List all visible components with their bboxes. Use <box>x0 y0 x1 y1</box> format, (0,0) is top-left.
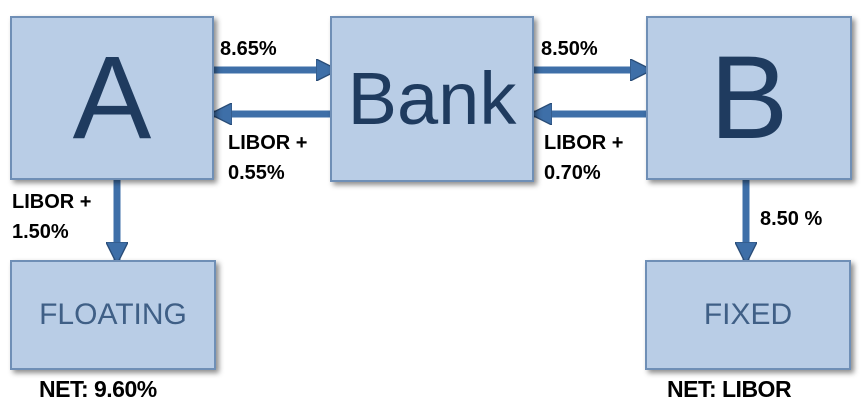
flow-b-to-fixed-label: 8.50 % <box>760 204 822 234</box>
bank-box: Bank <box>330 16 534 182</box>
net-b-label: NET: LIBOR <box>667 376 791 403</box>
flow-b-to-bank-label: LIBOR + 0.70% <box>544 128 623 188</box>
flow-bank-to-a-label: LIBOR + 0.55% <box>228 128 307 188</box>
flow-a-to-floating-label: LIBOR + 1.50% <box>12 187 91 247</box>
net-a-label: NET: 9.60% <box>39 376 157 403</box>
floating-label: FLOATING <box>39 298 187 332</box>
fixed-box: FIXED <box>645 260 851 370</box>
party-b-box: B <box>646 16 852 180</box>
fixed-label: FIXED <box>704 298 792 332</box>
flow-bank-to-b-label: 8.50% <box>541 34 598 64</box>
flow-a-to-bank-label: 8.65% <box>220 34 277 64</box>
floating-box: FLOATING <box>10 260 216 370</box>
bank-label: Bank <box>348 62 517 136</box>
party-a-box: A <box>10 16 214 180</box>
party-a-label: A <box>73 39 152 157</box>
party-b-label: B <box>710 39 789 157</box>
